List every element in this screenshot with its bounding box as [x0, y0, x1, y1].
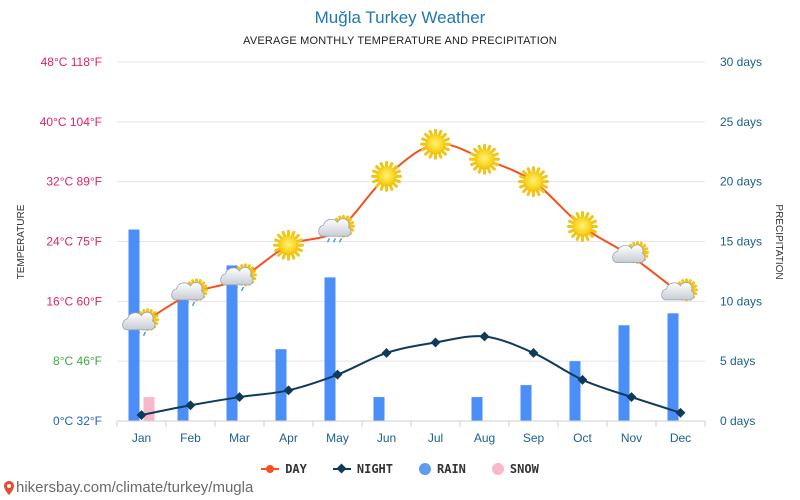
rain-bar	[275, 349, 287, 421]
night-point	[479, 331, 490, 342]
legend-label-rain: RAIN	[437, 462, 466, 476]
source-link[interactable]: hikersbay.com/climate/turkey/mugla	[16, 479, 254, 496]
legend-label-day: DAY	[285, 462, 307, 476]
x-tick-label: Oct	[573, 431, 592, 445]
chart-legend: DAY NIGHT RAIN SNOW	[0, 462, 800, 476]
night-point	[234, 392, 245, 403]
sun-icon	[371, 160, 402, 192]
y-axis-right-title: PRECIPITATION	[773, 204, 784, 279]
x-tick-label: Jan	[132, 431, 151, 445]
chart-subtitle: AVERAGE MONTHLY TEMPERATURE AND PRECIPIT…	[243, 35, 557, 47]
night-point	[430, 337, 441, 348]
right-tick-label: 30 days	[720, 55, 762, 69]
rain-bar	[471, 397, 483, 421]
rain-bar	[618, 325, 630, 421]
cloud-rain-sun-icon	[122, 308, 159, 337]
cloud-sun-icon	[661, 278, 698, 302]
rain-bar	[520, 385, 532, 421]
x-tick-label: Sep	[523, 431, 545, 445]
left-tick-label: 8°C 46°F	[53, 354, 102, 368]
right-tick-label: 15 days	[720, 235, 762, 249]
legend-item-snow[interactable]: SNOW	[491, 462, 539, 476]
chart-title: Muğla Turkey Weather	[314, 8, 486, 27]
left-tick-label: 40°C 104°F	[40, 115, 102, 129]
sun-icon	[273, 229, 304, 261]
sun-icon	[469, 143, 500, 175]
night-point	[185, 400, 196, 411]
left-tick-label: 16°C 60°F	[46, 294, 102, 308]
day-line	[140, 142, 682, 325]
rain-bar	[226, 265, 238, 421]
y-axis-left-title: TEMPERATURE	[16, 204, 27, 279]
x-tick-label: Mar	[229, 431, 250, 445]
x-tick-label: May	[326, 431, 349, 445]
night-point	[136, 410, 147, 420]
snow-bar	[143, 397, 155, 421]
night-line-swatch	[332, 463, 351, 474]
left-tick-label: 0°C 32°F	[53, 414, 102, 428]
left-tick-label: 32°C 89°F	[46, 175, 102, 189]
night-point	[577, 374, 588, 385]
legend-item-night[interactable]: NIGHT	[332, 462, 393, 476]
rain-bar	[177, 295, 189, 421]
sun-icon	[518, 166, 549, 198]
x-tick-label: Jun	[377, 431, 396, 445]
cloud-sun-icon	[612, 240, 649, 264]
x-tick-label: Nov	[621, 431, 642, 445]
x-tick-label: Feb	[180, 431, 201, 445]
legend-item-rain[interactable]: RAIN	[419, 462, 466, 476]
cloud-rain-sun-icon	[171, 278, 208, 307]
legend-label-snow: SNOW	[509, 462, 539, 476]
x-tick-label: Apr	[279, 431, 298, 445]
night-point	[675, 407, 686, 418]
right-tick-label: 20 days	[720, 175, 762, 189]
rain-bar	[324, 277, 336, 421]
right-tick-label: 5 days	[720, 354, 755, 368]
night-point	[332, 369, 343, 380]
cloud-rain-sun-icon	[318, 214, 355, 243]
right-tick-label: 10 days	[720, 294, 762, 308]
x-tick-label: Dec	[670, 431, 691, 445]
rain-bar	[667, 313, 679, 421]
rain-bar	[373, 397, 385, 421]
sun-icon	[567, 211, 598, 243]
left-tick-label: 48°C 118°F	[41, 55, 102, 69]
x-tick-label: Aug	[474, 431, 495, 445]
night-point	[626, 392, 637, 403]
night-point	[381, 347, 392, 358]
night-point	[528, 347, 539, 358]
right-tick-label: 0 days	[720, 414, 755, 428]
left-tick-label: 24°C 75°F	[46, 235, 102, 249]
source-footer: hikersbay.com/climate/turkey/mugla	[4, 479, 253, 496]
rain-swatch	[419, 463, 431, 475]
night-point	[283, 385, 294, 396]
sun-icon	[420, 128, 451, 160]
legend-item-day[interactable]: DAY	[261, 462, 307, 476]
cloud-rain-sun-icon	[220, 263, 257, 292]
legend-label-night: NIGHT	[356, 462, 393, 476]
x-tick-label: Jul	[428, 431, 443, 445]
day-line-swatch	[261, 465, 280, 473]
right-tick-label: 25 days	[720, 115, 762, 129]
rain-bar	[569, 361, 581, 421]
snow-swatch	[491, 463, 504, 475]
location-pin-icon	[4, 480, 14, 495]
night-line	[141, 335, 681, 416]
